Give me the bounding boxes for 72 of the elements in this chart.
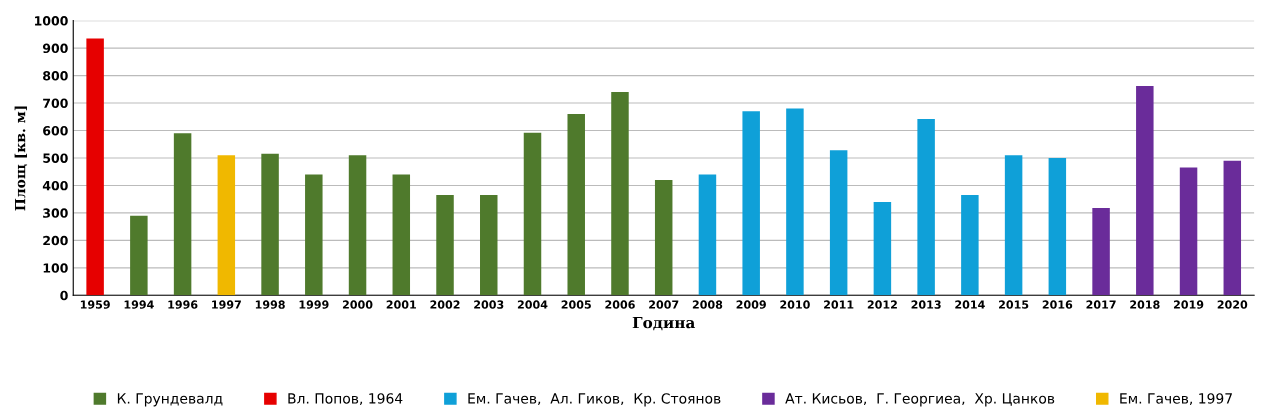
x-tick-label: 2013 [911, 300, 941, 309]
x-tick-label: 1959 [80, 300, 110, 309]
y-tick-label: 0 [60, 290, 68, 301]
x-tick-label: 2012 [867, 300, 897, 309]
x-tick-label: 1999 [299, 300, 329, 309]
bar [523, 132, 542, 296]
x-tick-label: 2015 [999, 300, 1029, 309]
legend-label: Ат. Кисьов, Г. Георгиеа, Хр. Цанков [785, 393, 1055, 407]
x-tick-label: 2004 [517, 300, 548, 309]
x-tick-label: 2018 [1130, 300, 1160, 309]
x-tick-label: 2020 [1217, 300, 1248, 309]
y-tick-label: 800 [43, 71, 68, 81]
bar [217, 155, 236, 296]
bar [173, 133, 192, 296]
x-tick-label: 2001 [386, 300, 416, 309]
y-tick-label: 300 [43, 208, 68, 218]
x-tick-label: 2017 [1086, 300, 1116, 309]
y-tick-label: 1000 [35, 16, 68, 26]
bar [786, 108, 804, 296]
y-tick-label: 500 [43, 153, 68, 163]
bar [873, 201, 892, 296]
x-tick-label: 2000 [342, 300, 373, 309]
bar [392, 174, 411, 296]
bar [261, 153, 279, 296]
x-tick-label: 2006 [605, 300, 635, 309]
legend-label: Ем. Гачев, 1997 [1120, 393, 1232, 406]
x-tick-label: 2008 [692, 300, 723, 309]
legend-label: К. Грундевалд [117, 393, 223, 407]
y-tick-label: 900 [42, 43, 68, 54]
y-axis-title: Площ [кв. м] [14, 106, 28, 211]
bar [1136, 86, 1154, 296]
legend-label: Ем. Гачев, Ал. Гиков, Кр. Стоянов [468, 393, 721, 407]
bar [829, 150, 848, 296]
bar [917, 118, 935, 296]
bar [1048, 157, 1067, 296]
bar [480, 195, 498, 296]
bar [436, 195, 454, 296]
x-tick-label: 2007 [649, 300, 679, 309]
bar [86, 38, 104, 296]
x-tick-label: 2011 [824, 300, 854, 309]
bar [305, 174, 323, 296]
x-tick-label: 2009 [736, 300, 766, 309]
legend-label: Вл. Попов, 1964 [288, 393, 403, 406]
bar [567, 114, 585, 296]
bar [698, 174, 717, 296]
bar [1179, 167, 1198, 296]
bar [1004, 155, 1023, 296]
bar [1092, 207, 1110, 296]
y-tick-label: 600 [43, 125, 68, 136]
x-tick-label: 1994 [124, 300, 154, 309]
x-tick-label: 2014 [955, 300, 985, 309]
x-axis-title: Година [632, 316, 696, 331]
x-tick-label: 2005 [561, 300, 591, 309]
y-tick-label: 400 [42, 180, 68, 191]
bar [348, 155, 367, 296]
x-tick-label: 2019 [1173, 300, 1204, 309]
bar [742, 111, 760, 296]
bar [130, 215, 148, 296]
x-tick-label: 1997 [212, 300, 241, 309]
bar [1223, 160, 1242, 296]
y-tick-label: 700 [43, 98, 68, 108]
x-tick-label: 1998 [255, 300, 285, 309]
y-tick-label: 200 [43, 235, 68, 246]
y-tick-label: 100 [43, 263, 68, 273]
bar [961, 195, 979, 296]
bar [654, 179, 673, 296]
x-tick-label: 2016 [1042, 300, 1073, 309]
x-tick-label: 1996 [168, 300, 198, 309]
x-tick-label: 2010 [780, 300, 810, 309]
x-tick-label: 2002 [430, 300, 460, 309]
x-tick-label: 2003 [474, 300, 504, 309]
bar [611, 92, 629, 296]
